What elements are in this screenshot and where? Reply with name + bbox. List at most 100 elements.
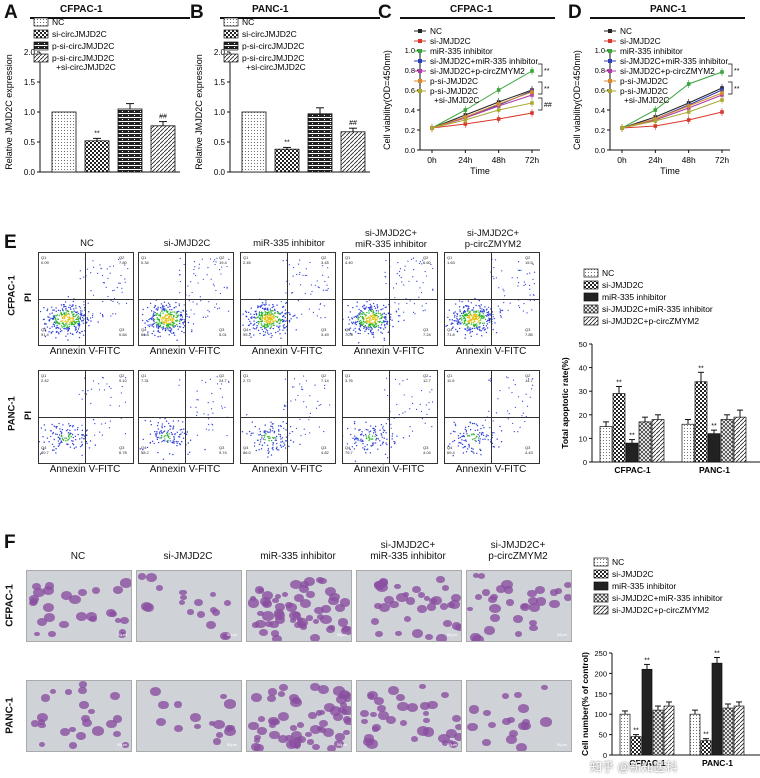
stained-cell: [449, 600, 460, 609]
sig-mark: **: [644, 657, 650, 664]
stained-cell: [528, 602, 541, 613]
stained-cell: [49, 689, 56, 695]
sig-mark: ##: [349, 120, 357, 127]
legend-swatch: [593, 593, 609, 603]
y-tick-label: 100: [594, 710, 607, 719]
quadrant-hline: [139, 299, 233, 300]
stained-cell: [196, 611, 206, 618]
y-tick-label: 30: [579, 387, 587, 396]
stained-cell: [40, 693, 51, 702]
stained-cell: [540, 717, 553, 727]
sig-bracket: [538, 81, 543, 95]
stained-cell: [268, 716, 280, 726]
legend-label: p-si-JMJD2C: [620, 86, 668, 96]
stained-cell: [278, 691, 286, 698]
legend-marker: [418, 79, 422, 83]
stained-cell: [212, 737, 222, 745]
y-tick-label: 2.0: [214, 48, 226, 57]
stained-cell: [264, 620, 273, 628]
quadrant-label: Q1 2.72: [243, 373, 251, 383]
stained-cell: [113, 715, 123, 723]
y-tick-label: 0.8: [595, 66, 605, 75]
stained-cell: [518, 704, 530, 714]
legend-label: si-JMJD2C+p-circZMYM2: [612, 605, 709, 615]
stained-cell: [324, 703, 336, 713]
y-tick-label: 200: [594, 669, 607, 678]
quadrant-label: Q4 58.2: [141, 445, 149, 455]
stained-cell: [322, 727, 334, 737]
scale-bar-label: 50μm: [446, 632, 457, 637]
stained-cell: [360, 709, 370, 717]
stained-cell: [285, 602, 293, 609]
flow-plot: Q1 2.42 Q2 9.10 Q4 80.7 Q3 6.78: [38, 370, 134, 464]
bar: [722, 707, 734, 756]
quadrant-label: Q3 4.82: [321, 445, 329, 455]
sig-mark: **: [544, 86, 550, 93]
legend-marker: [608, 39, 612, 43]
stained-cell: [87, 708, 95, 715]
quadrant-label: Q4 66.8: [141, 327, 149, 337]
stained-cell: [42, 586, 55, 595]
y-tick-label: 0.0: [595, 146, 605, 155]
quadrant-hline: [139, 417, 233, 418]
bar: [630, 736, 642, 756]
stained-cell: [29, 598, 38, 606]
stained-cell: [451, 714, 461, 723]
stained-cell: [120, 578, 131, 588]
stained-cell: [304, 576, 316, 586]
y-tick-label: 1.0: [405, 46, 415, 55]
stained-cell: [429, 597, 438, 605]
panel-b-title: PANC-1: [252, 4, 289, 15]
stained-cell: [343, 695, 351, 702]
stained-cell: [370, 711, 377, 717]
bar: [599, 426, 613, 463]
legend-marker: [608, 69, 612, 73]
stained-cell: [378, 602, 390, 612]
stained-cell: [317, 577, 327, 585]
stained-cell: [506, 735, 517, 744]
stained-cell: [501, 580, 514, 590]
stained-cell: [285, 739, 298, 750]
flow-scatter: [242, 259, 329, 339]
stained-cell: [278, 712, 290, 722]
stained-cell: [281, 592, 288, 598]
bar-2: [117, 108, 143, 173]
stained-cell: [85, 611, 97, 621]
x-tick-label: 48h: [682, 155, 696, 165]
panel-b-title-rule: [220, 17, 380, 19]
stained-cell: [419, 683, 427, 690]
y-tick-label: 1.0: [214, 108, 226, 117]
stained-cell: [137, 573, 147, 580]
legend-label: si-JMJD2C+miR-335 inhibitor: [612, 593, 723, 603]
stained-cell: [333, 740, 345, 749]
micrograph-image: 50μm: [466, 570, 572, 642]
y-tick-label: 0.5: [214, 138, 226, 147]
stained-cell: [399, 720, 408, 727]
stained-cell: [370, 618, 380, 626]
quadrant-label: Q4 91.4: [41, 327, 49, 337]
scale-bar-label: 50μm: [336, 632, 347, 637]
stained-cell: [297, 735, 307, 743]
stained-cell: [563, 594, 571, 601]
stained-cell: [91, 726, 104, 736]
bar: [638, 421, 652, 463]
panel-a-title: CFPAC-1: [60, 4, 103, 15]
panel-letter-e: E: [4, 232, 17, 253]
stained-cell: [258, 629, 268, 637]
stained-cell: [115, 617, 122, 623]
stained-cell: [187, 609, 195, 615]
bar: [619, 713, 631, 756]
stained-cell: [324, 586, 336, 596]
sig-mark: **: [629, 433, 635, 440]
annexin-axis-label: Annexin V-FITC: [251, 464, 323, 475]
quadrant-label: Q1 3.76: [345, 373, 353, 383]
stained-cell: [502, 718, 511, 725]
flow-plot: Q1 2.45 Q2 3.45 Q4 95.2 Q3 3.49: [240, 252, 336, 346]
legend-label: p-si-circJMJD2C: [52, 41, 114, 51]
sig-mark: **: [616, 379, 622, 386]
legend-label: si-JMJD2C: [620, 36, 661, 46]
stained-cell: [529, 624, 538, 632]
stained-cell: [220, 694, 227, 700]
stained-cell: [441, 691, 449, 698]
stained-cell: [316, 726, 323, 732]
